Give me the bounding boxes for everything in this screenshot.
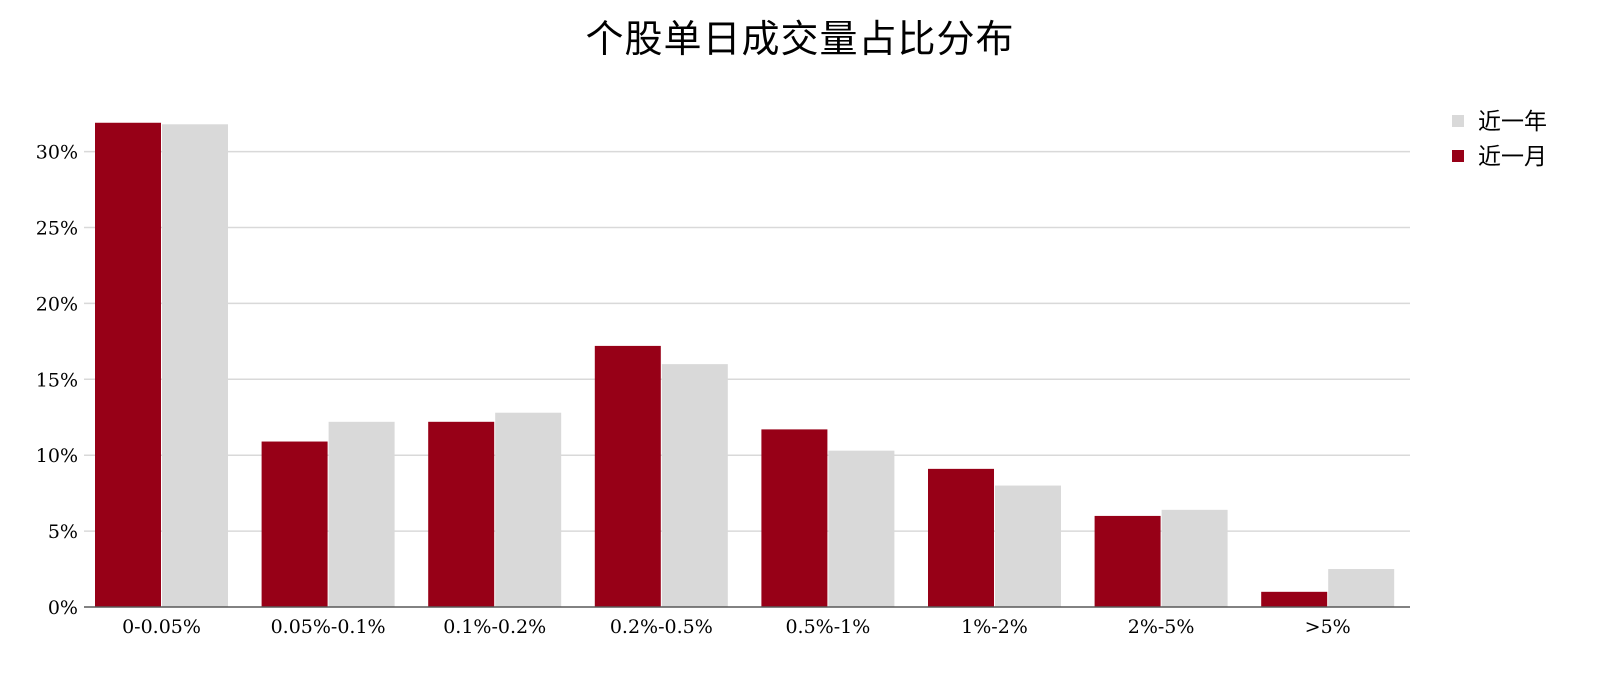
x-tick-label: 1%-2%	[961, 616, 1028, 638]
axes: 0% 5% 10% 15% 20% 25% 30% 0-0.05% 0.05%-0.1% 0.1%…	[36, 142, 1410, 638]
y-tick-label: 20%	[36, 293, 78, 315]
y-tick-label: 25%	[36, 218, 78, 240]
y-tick-label: 15%	[36, 369, 78, 391]
bar-year-3	[661, 364, 728, 607]
y-tick-label: 5%	[48, 521, 78, 543]
x-tick-label: 0.2%-0.5%	[610, 616, 713, 638]
bar-year-1	[328, 421, 395, 607]
legend-label: 近一年	[1478, 109, 1547, 135]
x-tick-label: 0.1%-0.2%	[443, 616, 546, 638]
bar-year-5	[995, 485, 1061, 607]
legend-swatch	[1452, 115, 1464, 127]
bar-month-6	[1094, 515, 1161, 607]
x-tick-label: 0.05%-0.1%	[271, 616, 386, 638]
bar-month-1	[261, 441, 328, 607]
y-tick-label: 30%	[36, 142, 78, 164]
bar-year-4	[828, 450, 895, 607]
bar-year-2	[495, 412, 562, 607]
bar-month-5	[928, 468, 994, 607]
bar-year-6	[1161, 509, 1228, 607]
bar-month-7	[1261, 591, 1328, 607]
y-tick-label: 0%	[48, 597, 78, 619]
legend-swatch	[1452, 150, 1464, 162]
chart-title: 个股单日成交量占比分布	[585, 17, 1015, 61]
x-tick-label: 0.5%-1%	[785, 616, 870, 638]
x-tick-label: 2%-5%	[1128, 616, 1195, 638]
legend-label: 近一月	[1478, 144, 1547, 170]
x-tick-label: >5%	[1305, 616, 1351, 638]
bar-month-0	[95, 122, 161, 608]
bar-month-2	[428, 421, 495, 607]
bar-year-0	[162, 124, 228, 607]
x-tick-label: 0-0.05%	[122, 616, 201, 638]
bar-month-3	[594, 345, 661, 607]
bars	[95, 122, 1395, 608]
bar-year-7	[1328, 569, 1395, 607]
bar-month-4	[761, 429, 828, 607]
y-tick-label: 10%	[36, 445, 78, 467]
